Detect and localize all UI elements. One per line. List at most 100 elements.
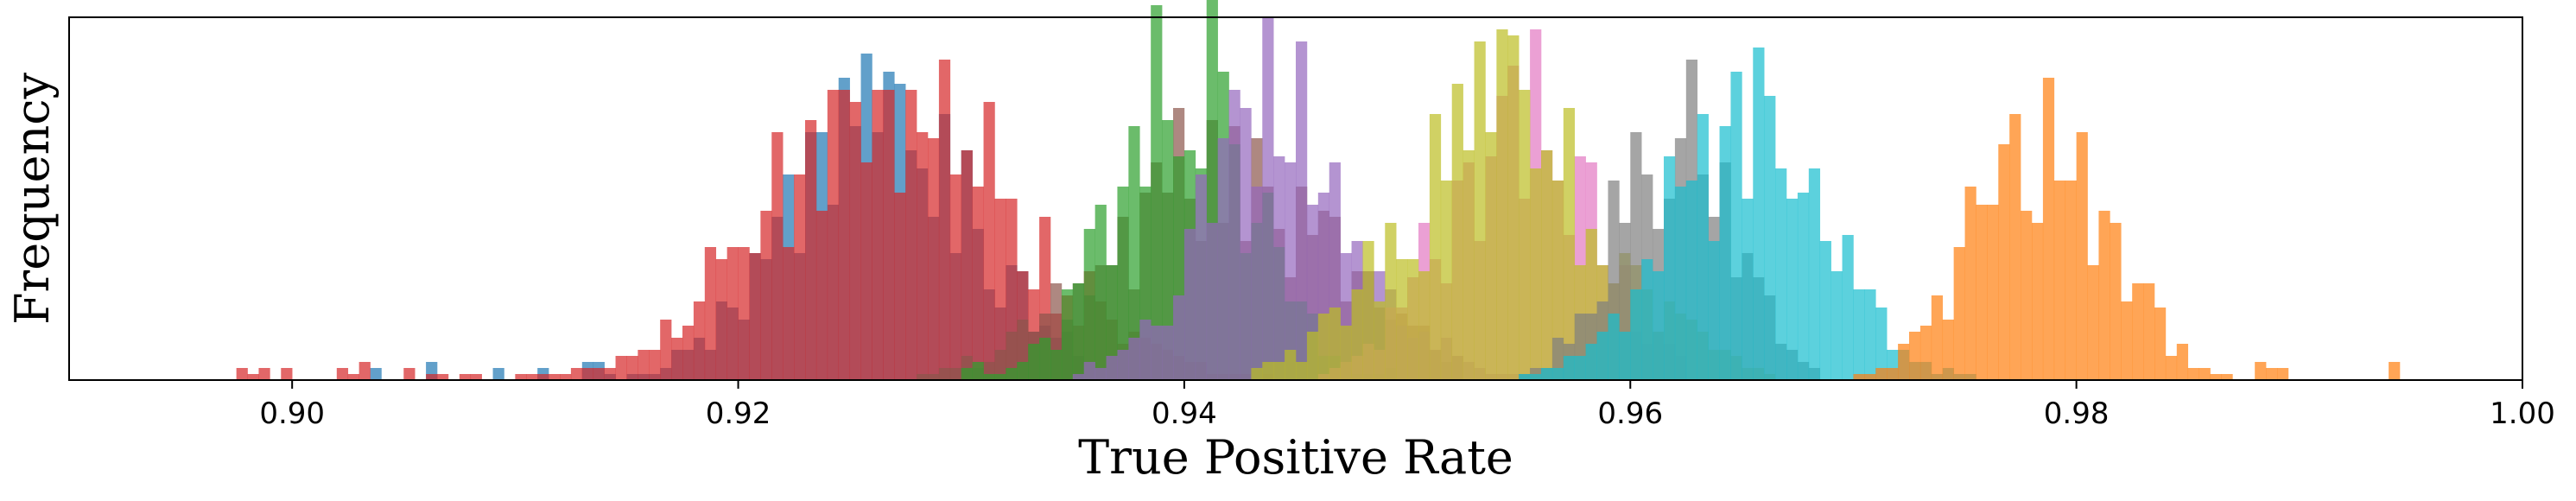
histogram-bar xyxy=(2277,368,2289,380)
histogram-bar xyxy=(2132,283,2144,380)
histogram-bar xyxy=(972,362,984,380)
histogram-bar xyxy=(1898,344,1910,380)
histogram-bar xyxy=(1697,114,1709,380)
histogram-bar xyxy=(604,368,616,380)
histogram-bar xyxy=(938,368,951,380)
histogram-bar xyxy=(1596,332,1608,380)
histogram-bar xyxy=(1685,181,1698,380)
histogram-bar xyxy=(2221,374,2233,380)
histogram-bar xyxy=(1317,314,1330,380)
histogram-bar xyxy=(849,102,861,380)
histogram-bar xyxy=(1474,41,1486,380)
histogram-bar xyxy=(1251,368,1263,380)
histogram-bar xyxy=(749,253,761,380)
histogram-bar xyxy=(649,350,661,380)
histogram-bar xyxy=(815,211,828,380)
histogram-bar xyxy=(2009,114,2021,380)
histogram-bar xyxy=(1262,17,1274,380)
histogram-bar xyxy=(2210,374,2222,380)
histogram-bar xyxy=(1262,362,1274,380)
histogram-bar xyxy=(1819,241,1831,380)
histogram-series-10 xyxy=(1853,78,2401,380)
histogram-bar xyxy=(347,374,359,380)
histogram-bar xyxy=(917,132,929,380)
histogram-bar xyxy=(1875,368,1888,380)
histogram-bar xyxy=(1808,168,1821,380)
histogram-bar xyxy=(1909,332,1921,380)
x-tick-label: 0.90 xyxy=(259,396,325,431)
histogram-bar xyxy=(1608,314,1620,380)
histogram-bar xyxy=(1641,259,1653,380)
histogram-bar xyxy=(560,374,572,380)
histogram-bar xyxy=(1964,187,1976,380)
histogram-bar xyxy=(1351,289,1363,380)
histogram-bar xyxy=(994,350,1006,380)
histogram-bar xyxy=(883,90,895,380)
histogram-bar xyxy=(1385,223,1397,380)
histogram-bar xyxy=(1039,338,1051,380)
histogram-bar xyxy=(515,374,527,380)
histogram-bar xyxy=(760,211,772,380)
histogram-bar xyxy=(236,368,248,380)
histogram-bar xyxy=(1374,301,1386,380)
histogram-bar xyxy=(1764,96,1776,380)
histogram-bar xyxy=(2065,181,2077,380)
histogram-bar xyxy=(738,247,750,380)
histogram-bar xyxy=(403,368,416,380)
histogram-bar xyxy=(1574,356,1586,380)
histogram-bar xyxy=(894,193,906,380)
histogram-bar xyxy=(827,90,840,380)
histogram-bar xyxy=(1195,174,1208,380)
histogram-bar xyxy=(1217,138,1229,380)
histogram-bar xyxy=(1296,41,1308,380)
histogram-bar xyxy=(247,374,259,380)
histogram-bar xyxy=(1396,259,1408,380)
histogram-bar xyxy=(370,368,382,380)
x-axis-ticks: 0.90 0.92 0.94 0.96 0.98 1.00 xyxy=(259,380,2555,431)
histogram-bar xyxy=(860,162,872,380)
histogram-bar xyxy=(2143,283,2155,380)
histogram-bar xyxy=(1440,181,1453,380)
histogram-bar xyxy=(1028,344,1040,380)
histogram-bar xyxy=(783,247,795,380)
histogram-bar xyxy=(1563,108,1576,380)
histogram-bar xyxy=(492,368,504,380)
histogram-bar xyxy=(949,174,962,380)
histogram-bar xyxy=(838,90,850,380)
histogram-bar xyxy=(626,356,638,380)
histogram-bar xyxy=(1730,72,1742,380)
histogram-bar xyxy=(1094,205,1107,380)
histogram-bar xyxy=(1296,362,1308,380)
histogram-bar xyxy=(1451,84,1463,380)
histogram-bar xyxy=(2266,368,2278,380)
y-axis-title: Frequency xyxy=(5,72,60,325)
histogram-bar xyxy=(2176,344,2189,380)
histogram-bar xyxy=(1919,326,1932,380)
histogram-bar xyxy=(1674,187,1687,380)
histogram-bar xyxy=(1329,308,1341,380)
histogram-bar xyxy=(994,374,1006,380)
histogram-bar xyxy=(794,174,806,380)
histogram-bar xyxy=(1340,326,1352,380)
histogram-bar xyxy=(1976,205,1988,380)
x-tick-label: 0.98 xyxy=(2044,396,2110,431)
x-tick-label: 0.94 xyxy=(1152,396,1217,431)
histogram-bar xyxy=(459,374,472,380)
histogram-bar xyxy=(1173,295,1185,380)
histogram-bars xyxy=(236,0,2401,380)
histogram-bar xyxy=(2255,362,2267,380)
x-tick-label: 0.96 xyxy=(1597,396,1663,431)
histogram-bar xyxy=(905,90,917,380)
histogram-bar xyxy=(1106,356,1118,380)
histogram-bar xyxy=(1775,168,1787,380)
histogram-bar xyxy=(704,247,717,380)
histogram-bar xyxy=(1407,259,1419,380)
histogram-bar xyxy=(1496,29,1508,380)
histogram-bar xyxy=(726,247,739,380)
histogram-bar xyxy=(2187,368,2199,380)
histogram-bar xyxy=(1162,120,1174,380)
histogram-bar xyxy=(1830,271,1843,380)
histogram-bar xyxy=(1530,374,1542,380)
histogram-bar xyxy=(1864,289,1876,380)
histogram-bar xyxy=(917,374,929,380)
